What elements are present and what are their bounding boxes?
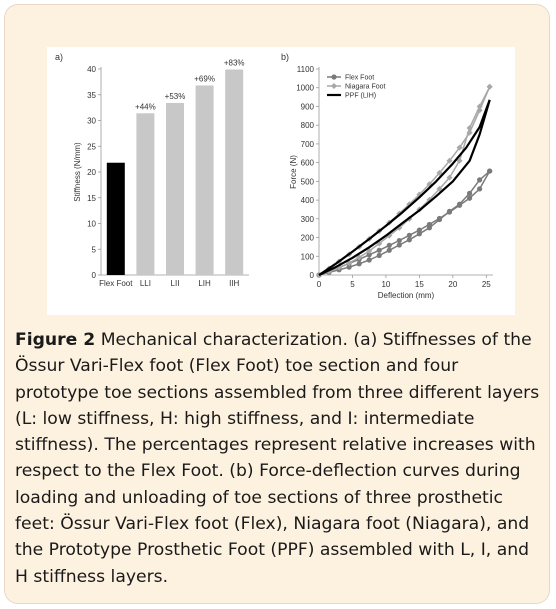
series-flex-foot-point — [376, 252, 382, 259]
b-ytick-label: 1100 — [297, 65, 315, 74]
series-niagara-foot-point — [466, 124, 473, 131]
a-category-label: Flex Foot — [99, 279, 133, 288]
b-xtick-label: 15 — [415, 280, 424, 289]
a-ytick-label: 30 — [87, 117, 96, 126]
bar-percent-label: +44% — [135, 102, 156, 111]
bar-percent-label: +53% — [165, 92, 186, 101]
b-ytick-label: 200 — [301, 234, 315, 243]
a-ytick-label: 25 — [87, 142, 96, 151]
caption-text: Mechanical characterization. (a) Stiffne… — [15, 330, 540, 587]
series-flex-foot-point — [366, 257, 372, 263]
series-niagara-foot-point — [436, 185, 443, 192]
b-ytick-label: 100 — [301, 252, 315, 261]
b-xtick-label: 10 — [381, 280, 390, 289]
series-flex-foot-point — [386, 247, 392, 253]
series-niagara-foot-point — [486, 83, 493, 90]
a-y-axis-title: Stiffness (N/mm) — [73, 142, 82, 202]
figure-svg: a) 0 5 10 15 20 25 30 35 40 Stiffness (N/mm) Flex F… — [55, 52, 493, 300]
b-ytick-label: 300 — [301, 215, 315, 224]
b-xtick-label: 0 — [317, 280, 322, 289]
series-flex-foot-point — [356, 261, 362, 267]
series-niagara-foot-point — [476, 103, 483, 110]
b-ytick-label: 900 — [301, 102, 315, 111]
series-niagara-foot-point — [446, 157, 453, 164]
series-flex-foot-point — [466, 195, 473, 201]
b-y-axis-title: Force (N) — [289, 155, 298, 189]
series-niagara-foot-point — [456, 157, 463, 164]
series-flex-foot-point — [386, 242, 392, 249]
series-flex-foot-point — [406, 237, 412, 243]
series-flex-foot-point — [477, 177, 483, 183]
series-niagara-foot-loading-line — [318, 86, 491, 276]
b-ytick-label: 600 — [301, 159, 315, 168]
figure-image: a) 0 5 10 15 20 25 30 35 40 Stiffness (N/mm) Flex F… — [47, 47, 515, 315]
legend-flex-foot-label: Flex Foot — [345, 75, 374, 82]
a-ytick-label: 20 — [87, 168, 96, 177]
bar-lii — [166, 102, 184, 275]
series-ppf-lih-unloading-line — [318, 99, 491, 276]
legend-flex-foot-marker — [331, 74, 337, 80]
b-ytick-label: 0 — [310, 271, 315, 280]
bar-flex-foot — [106, 162, 125, 275]
series-flex-foot-point — [416, 231, 422, 237]
series-niagara-foot-point — [476, 107, 483, 114]
a-ytick-label: 15 — [87, 194, 96, 203]
b-ytick-label: 400 — [301, 196, 315, 205]
series-niagara-foot-point — [456, 144, 463, 151]
figure-caption: Figure 2 Mechanical characterization. (a… — [15, 327, 545, 590]
figure-card: a) 0 5 10 15 20 25 30 35 40 Stiffness (N/mm) Flex F… — [4, 4, 550, 604]
a-ytick-label: 0 — [92, 271, 97, 280]
series-niagara-foot-point — [346, 260, 353, 267]
bar-percent-label: +69% — [194, 74, 215, 83]
series-flex-foot-point — [376, 247, 382, 253]
panel-a-label: a) — [55, 52, 63, 62]
legend-niagara-foot-label: Niagara Foot — [345, 84, 386, 91]
series-flex-foot-point — [477, 186, 483, 192]
series-flex-foot-point — [396, 237, 402, 244]
series-flex-foot-point — [366, 252, 372, 258]
series-flex-foot-point — [406, 232, 412, 238]
series-flex-foot-point — [416, 227, 422, 233]
series-flex-foot-point — [466, 190, 473, 196]
series-niagara-foot-point — [436, 169, 443, 176]
a-category-label: IIH — [229, 279, 239, 288]
b-ytick-label: 1000 — [296, 84, 314, 93]
bar-lih — [195, 85, 214, 275]
b-xtick-label: 25 — [482, 280, 491, 289]
series-niagara-foot-point — [446, 174, 453, 181]
series-flex-foot-point — [446, 208, 453, 214]
a-ytick-label: 40 — [87, 65, 96, 74]
series-flex-foot-point — [456, 201, 463, 207]
panel-b-label: b) — [281, 52, 289, 62]
series-ppf-lih-loading-line — [318, 99, 491, 276]
series-niagara-foot-unloading-line — [318, 86, 491, 276]
series-flex-foot-point — [487, 168, 493, 174]
a-ytick-label: 10 — [87, 220, 96, 229]
series-flex-foot-point — [396, 242, 402, 248]
bar-iih — [225, 69, 244, 275]
b-x-axis-title: Deflection (mm) — [378, 291, 435, 300]
b-ytick-label: 500 — [301, 177, 315, 186]
legend-niagara-foot-marker — [331, 83, 337, 89]
b-ytick-label: 800 — [301, 121, 315, 130]
bar-percent-label: +83% — [224, 59, 245, 68]
legend-ppf-lih-label: PPF (LIH) — [345, 93, 376, 100]
a-category-label: LII — [171, 279, 180, 288]
b-ytick-label: 700 — [301, 140, 315, 149]
series-niagara-foot-point — [356, 254, 363, 261]
a-category-label: LIH — [198, 279, 211, 288]
a-ytick-label: 5 — [92, 245, 97, 254]
series-flex-foot-point — [346, 264, 352, 270]
a-ytick-label: 35 — [87, 91, 96, 100]
b-xtick-label: 20 — [448, 280, 457, 289]
series-flex-foot-point — [436, 216, 443, 223]
b-xtick-label: 5 — [350, 280, 355, 289]
caption-label: Figure 2 — [15, 330, 96, 350]
bar-lli — [136, 113, 155, 275]
series-flex-foot-point — [426, 225, 433, 231]
a-category-label: LLI — [140, 279, 151, 288]
